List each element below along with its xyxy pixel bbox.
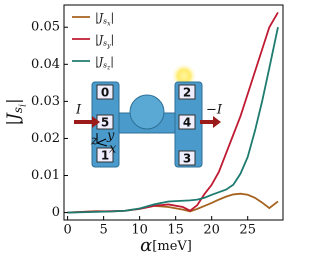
y-tick-label: 0.01 [31,168,60,183]
terminal-label: 2 [183,86,191,100]
terminal-label: 4 [183,116,191,130]
y-tick-label: 0.05 [31,20,60,35]
x-tick-label: 15 [167,223,184,238]
x-axis-symbol: α [140,235,152,256]
device-inset [74,63,221,168]
axis-letter: y [106,129,115,144]
axis-letter: x [109,142,117,157]
x-axis-unit: [meV] [152,239,192,254]
legend-label: |Jsy| [95,33,114,49]
x-tick-label: 20 [203,223,220,238]
axis-letter: z [90,134,98,149]
terminal-label: 0 [101,86,109,100]
terminal-label: 5 [101,116,109,130]
x-tick-label: 0 [63,223,71,238]
x-tick-label: 5 [99,223,107,238]
y-axis-label: |Jsi| [4,98,29,125]
y-tick-label: 0.03 [31,94,60,109]
current-in-label: I [75,103,82,118]
series-line [67,192,279,214]
terminal-label: 3 [183,152,191,166]
x-axis-label: α[meV] [140,235,192,256]
x-tick-label: 25 [239,223,256,238]
y-tick-label: 0.02 [31,131,60,146]
series-line [67,27,279,214]
current-out-label: −I [206,103,223,118]
plot-frame [63,4,284,221]
legend-label: |Jsz| [95,55,114,71]
y-tick-label: 0.04 [31,57,60,72]
terminal-label: 1 [101,149,109,163]
x-tick-label: 10 [131,223,148,238]
y-tick-label: 0 [52,205,60,220]
legend-label: |Jsx| [95,11,114,27]
